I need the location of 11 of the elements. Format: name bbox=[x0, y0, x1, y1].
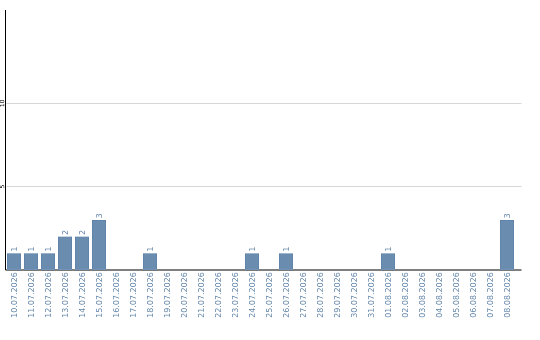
bar bbox=[24, 253, 38, 270]
bar bbox=[58, 236, 72, 270]
bar bbox=[92, 220, 106, 270]
bar bbox=[75, 236, 89, 270]
bar bbox=[143, 253, 157, 270]
bar bbox=[7, 253, 21, 270]
bar bbox=[381, 253, 396, 270]
bar bbox=[41, 253, 55, 270]
bar bbox=[245, 253, 260, 270]
bar bbox=[279, 253, 294, 270]
bar bbox=[500, 220, 514, 270]
